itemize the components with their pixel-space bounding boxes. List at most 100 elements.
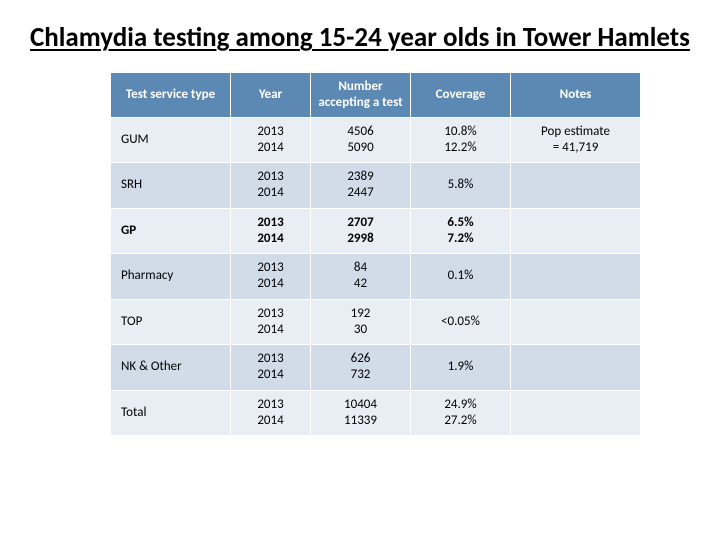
cell-line: 2014 [237, 231, 304, 247]
col-header-year: Year [231, 73, 311, 117]
cell-line: 2013 [237, 351, 304, 367]
cell-line: 6.5% [417, 215, 504, 231]
cell-number: 19230 [311, 299, 411, 345]
table-row: Total20132014104041133924.9%27.2% [111, 390, 641, 436]
cell-notes [511, 390, 641, 436]
cell-year: 20132014 [231, 254, 311, 300]
cell-line: Total [121, 405, 224, 421]
cell-line: 2389 [317, 169, 404, 185]
cell-line: GUM [121, 132, 224, 148]
cell-service: TOP [111, 299, 231, 345]
cell-number: 626732 [311, 345, 411, 391]
cell-year: 20132014 [231, 390, 311, 436]
table-header-row: Test service type Year Number accepting … [111, 73, 641, 117]
cell-line: 2013 [237, 124, 304, 140]
cell-coverage: <0.05% [411, 299, 511, 345]
cell-line: 2014 [237, 413, 304, 429]
table-body: GUM201320144506509010.8%12.2%Pop estimat… [111, 117, 641, 436]
cell-line: 24.9% [417, 397, 504, 413]
cell-service: GP [111, 208, 231, 254]
cell-year: 20132014 [231, 163, 311, 209]
cell-line: 5090 [317, 140, 404, 156]
cell-line: 192 [317, 306, 404, 322]
cell-line: 2014 [237, 322, 304, 338]
cell-number: 27072998 [311, 208, 411, 254]
cell-year: 20132014 [231, 345, 311, 391]
cell-service: Total [111, 390, 231, 436]
cell-line: 2014 [237, 140, 304, 156]
cell-coverage: 0.1% [411, 254, 511, 300]
cell-line: NK & Other [121, 359, 224, 375]
cell-coverage: 24.9%27.2% [411, 390, 511, 436]
cell-number: 1040411339 [311, 390, 411, 436]
cell-line: 2013 [237, 169, 304, 185]
cell-notes [511, 345, 641, 391]
cell-line: 12.2% [417, 140, 504, 156]
cell-line: 10.8% [417, 124, 504, 140]
table-row: NK & Other201320146267321.9% [111, 345, 641, 391]
cell-line: 2013 [237, 306, 304, 322]
cell-line: 5.8% [417, 177, 504, 193]
cell-line: Pharmacy [121, 268, 224, 284]
table-container: Test service type Year Number accepting … [110, 72, 640, 436]
cell-service: Pharmacy [111, 254, 231, 300]
cell-line: 1.9% [417, 359, 504, 375]
col-header-service: Test service type [111, 73, 231, 117]
page-title: Chlamydia testing among 15-24 year olds … [30, 22, 690, 54]
table-row: TOP2013201419230<0.05% [111, 299, 641, 345]
table-row: GUM201320144506509010.8%12.2%Pop estimat… [111, 117, 641, 163]
cell-line: 84 [317, 260, 404, 276]
cell-line: 11339 [317, 413, 404, 429]
cell-line: 2707 [317, 215, 404, 231]
cell-line: 2447 [317, 185, 404, 201]
table-row: SRH20132014238924475.8% [111, 163, 641, 209]
table-head: Test service type Year Number accepting … [111, 73, 641, 117]
cell-line: 626 [317, 351, 404, 367]
cell-service: NK & Other [111, 345, 231, 391]
cell-line: = 41,719 [517, 140, 634, 156]
cell-line: 27.2% [417, 413, 504, 429]
cell-line: 2014 [237, 367, 304, 383]
cell-year: 20132014 [231, 208, 311, 254]
cell-line: 732 [317, 367, 404, 383]
table-row: GP20132014270729986.5%7.2% [111, 208, 641, 254]
cell-line: 10404 [317, 397, 404, 413]
cell-year: 20132014 [231, 117, 311, 163]
col-header-number: Number accepting a test [311, 73, 411, 117]
cell-service: GUM [111, 117, 231, 163]
cell-line: 30 [317, 322, 404, 338]
cell-line: SRH [121, 177, 224, 193]
cell-line: 42 [317, 276, 404, 292]
cell-number: 23892447 [311, 163, 411, 209]
cell-notes [511, 254, 641, 300]
cell-line: 4506 [317, 124, 404, 140]
cell-notes [511, 163, 641, 209]
cell-coverage: 6.5%7.2% [411, 208, 511, 254]
cell-notes: Pop estimate= 41,719 [511, 117, 641, 163]
cell-number: 45065090 [311, 117, 411, 163]
cell-line: 2998 [317, 231, 404, 247]
cell-coverage: 5.8% [411, 163, 511, 209]
cell-service: SRH [111, 163, 231, 209]
cell-number: 8442 [311, 254, 411, 300]
cell-year: 20132014 [231, 299, 311, 345]
cell-line: 7.2% [417, 231, 504, 247]
cell-line: TOP [121, 314, 224, 330]
cell-coverage: 10.8%12.2% [411, 117, 511, 163]
data-table: Test service type Year Number accepting … [110, 72, 641, 436]
slide: Chlamydia testing among 15-24 year olds … [0, 0, 720, 540]
cell-line: GP [121, 223, 224, 239]
cell-line: 2014 [237, 276, 304, 292]
cell-notes [511, 208, 641, 254]
cell-line: 2013 [237, 260, 304, 276]
cell-line: 2014 [237, 185, 304, 201]
cell-notes [511, 299, 641, 345]
cell-line: <0.05% [417, 314, 504, 330]
col-header-coverage: Coverage [411, 73, 511, 117]
cell-coverage: 1.9% [411, 345, 511, 391]
cell-line: Pop estimate [517, 124, 634, 140]
table-row: Pharmacy2013201484420.1% [111, 254, 641, 300]
cell-line: 2013 [237, 397, 304, 413]
col-header-notes: Notes [511, 73, 641, 117]
cell-line: 0.1% [417, 268, 504, 284]
